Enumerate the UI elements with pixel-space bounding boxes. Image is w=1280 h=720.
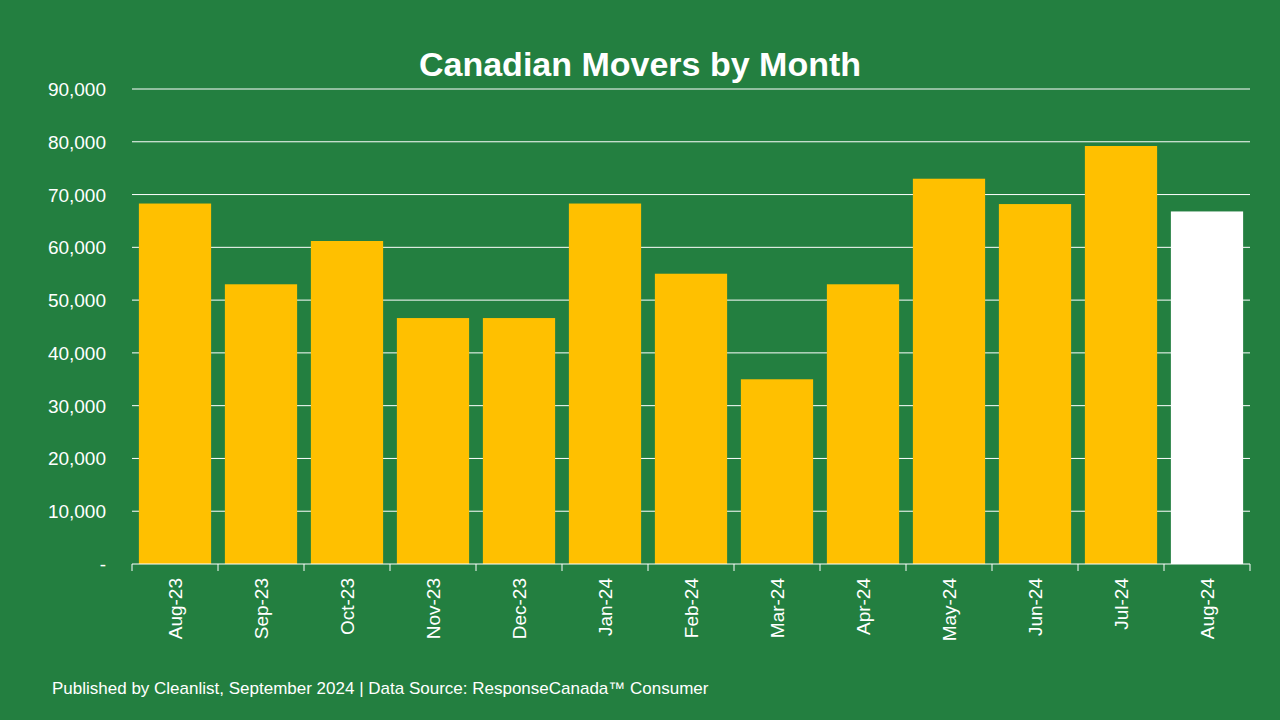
grid-line xyxy=(132,89,1250,90)
x-tick-label: Feb-24 xyxy=(681,578,702,639)
source: Published by Cleanlist, September 2024 |… xyxy=(52,679,709,698)
x-tick-label: Jan-24 xyxy=(595,578,616,637)
y-tick-label: 10,000 xyxy=(48,501,106,522)
bar xyxy=(569,204,641,564)
x-tick-label: Apr-24 xyxy=(853,578,874,635)
x-tick xyxy=(304,564,305,571)
grid-line xyxy=(132,141,1250,142)
x-tick xyxy=(734,564,735,571)
y-tick-label: 90,000 xyxy=(48,79,106,100)
x-axis-line xyxy=(132,564,1250,565)
y-tick-label: 50,000 xyxy=(48,290,106,311)
x-tick xyxy=(1250,564,1251,571)
x-tick xyxy=(1078,564,1079,571)
x-tick xyxy=(906,564,907,571)
y-tick-label: 40,000 xyxy=(48,343,106,364)
background xyxy=(0,0,1280,720)
bar xyxy=(999,204,1071,564)
x-tick xyxy=(648,564,649,571)
title: Canadian Movers by Month xyxy=(419,45,861,83)
x-tick xyxy=(1164,564,1165,571)
x-tick-label: Jul-24 xyxy=(1111,578,1132,630)
x-tick-label: Sep-23 xyxy=(251,578,272,639)
x-tick-label: Dec-23 xyxy=(509,578,530,639)
bar xyxy=(225,284,297,564)
grid-line xyxy=(132,194,1250,195)
bar xyxy=(311,241,383,564)
bar xyxy=(139,204,211,564)
x-tick-label: Mar-24 xyxy=(767,578,788,639)
grid-line xyxy=(132,247,1250,248)
x-tick-label: Oct-23 xyxy=(337,578,358,635)
y-tick-label: 20,000 xyxy=(48,448,106,469)
bar xyxy=(655,274,727,564)
x-tick xyxy=(820,564,821,571)
bar xyxy=(913,179,985,564)
bar xyxy=(827,284,899,564)
y-tick-label: 60,000 xyxy=(48,237,106,258)
x-tick-label: Jun-24 xyxy=(1025,578,1046,637)
bar xyxy=(397,318,469,564)
x-tick-label: Nov-23 xyxy=(423,578,444,639)
chart: Canadian Movers by Month - 10,000 20,000 30,… xyxy=(0,0,1280,720)
y-tick-label: 80,000 xyxy=(48,132,106,153)
x-tick xyxy=(132,564,133,571)
y-tick-label: 70,000 xyxy=(48,185,106,206)
x-tick xyxy=(562,564,563,571)
bar xyxy=(483,318,555,564)
bar xyxy=(1171,211,1243,564)
y-tick-label: - xyxy=(100,554,106,575)
y-tick-label: 30,000 xyxy=(48,396,106,417)
x-tick xyxy=(218,564,219,571)
x-tick xyxy=(390,564,391,571)
bar xyxy=(1085,146,1157,564)
bar xyxy=(741,379,813,564)
bars xyxy=(139,146,1243,564)
x-tick-label: Aug-23 xyxy=(165,578,186,639)
x-tick xyxy=(992,564,993,571)
x-tick xyxy=(476,564,477,571)
x-tick-label: May-24 xyxy=(939,578,960,642)
x-tick-label: Aug-24 xyxy=(1197,578,1218,640)
